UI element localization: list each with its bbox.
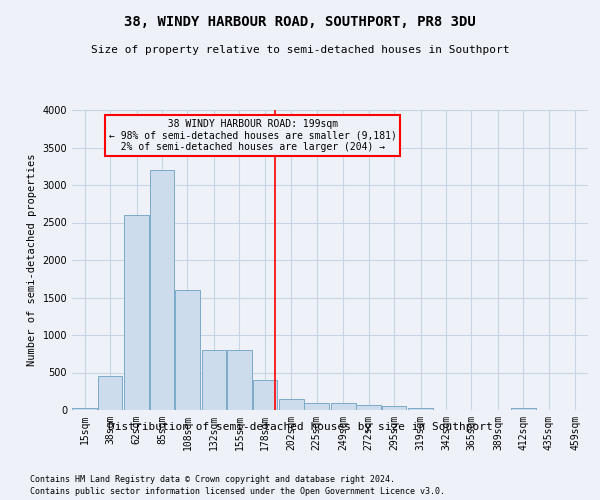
Bar [331, 403, 356, 410]
Text: Contains HM Land Registry data © Crown copyright and database right 2024.: Contains HM Land Registry data © Crown c… [30, 475, 395, 484]
Text: 38 WINDY HARBOUR ROAD: 199sqm  
← 98% of semi-detached houses are smaller (9,181: 38 WINDY HARBOUR ROAD: 199sqm ← 98% of s… [109, 119, 397, 152]
Bar [279, 399, 304, 410]
Bar [253, 380, 277, 410]
Text: 38, WINDY HARBOUR ROAD, SOUTHPORT, PR8 3DU: 38, WINDY HARBOUR ROAD, SOUTHPORT, PR8 3… [124, 15, 476, 29]
Bar [382, 406, 406, 410]
Bar [98, 376, 122, 410]
Y-axis label: Number of semi-detached properties: Number of semi-detached properties [27, 154, 37, 366]
Text: Distribution of semi-detached houses by size in Southport: Distribution of semi-detached houses by … [107, 422, 493, 432]
Bar [175, 290, 200, 410]
Bar [304, 402, 329, 410]
Text: Contains public sector information licensed under the Open Government Licence v3: Contains public sector information licen… [30, 488, 445, 496]
Text: Size of property relative to semi-detached houses in Southport: Size of property relative to semi-detach… [91, 45, 509, 55]
Bar [511, 408, 536, 410]
Bar [73, 408, 97, 410]
Bar [356, 405, 381, 410]
Bar [202, 350, 226, 410]
Bar [150, 170, 175, 410]
Bar [227, 350, 251, 410]
Bar [124, 215, 149, 410]
Bar [409, 408, 433, 410]
